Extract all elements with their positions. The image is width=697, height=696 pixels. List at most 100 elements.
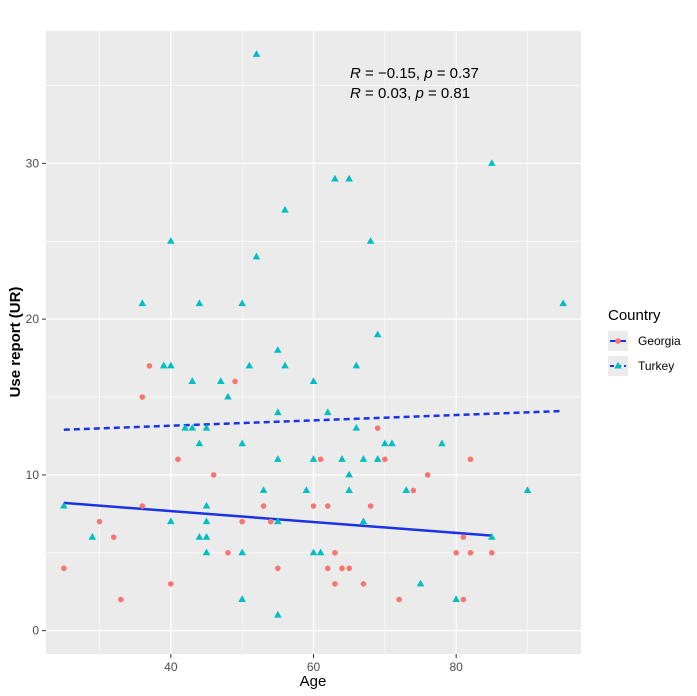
data-point-turkey (281, 361, 289, 369)
data-point-turkey (202, 501, 211, 509)
data-point-turkey (238, 548, 246, 556)
data-point-turkey (338, 455, 346, 462)
data-point-turkey (195, 299, 204, 307)
data-point-georgia (225, 549, 231, 556)
data-point-turkey (309, 455, 318, 462)
data-point-georgia (332, 549, 338, 556)
data-point-georgia (232, 378, 238, 385)
data-point-turkey (60, 501, 68, 509)
data-point-turkey (373, 330, 382, 338)
data-point-turkey (302, 486, 311, 493)
data-point-turkey (523, 486, 532, 493)
data-point-turkey (259, 486, 268, 493)
data-point-turkey (195, 532, 204, 540)
data-point-georgia (61, 565, 67, 572)
data-point-turkey (345, 174, 353, 182)
data-point-georgia (139, 394, 146, 400)
data-point-georgia (410, 487, 417, 494)
data-point-georgia (260, 503, 267, 509)
data-point-georgia (367, 503, 374, 509)
data-point-turkey (238, 299, 246, 307)
data-point-turkey (188, 423, 197, 431)
data-point-turkey (238, 439, 246, 447)
data-point-georgia (139, 503, 146, 509)
y-axis-title: Use report (UR) (7, 287, 24, 398)
data-point-turkey (138, 299, 147, 307)
data-point-georgia (239, 518, 245, 525)
data-point-georgia (360, 581, 367, 587)
data-point-turkey (281, 205, 289, 213)
y-tick-label: 0 (32, 624, 39, 638)
data-point-turkey (488, 532, 496, 540)
data-point-turkey (323, 408, 332, 416)
data-point-turkey (252, 252, 261, 260)
data-point-georgia (310, 503, 317, 509)
data-point-georgia (324, 565, 331, 572)
data-point-turkey (274, 408, 282, 416)
data-point-georgia (317, 456, 324, 463)
data-point-georgia (324, 503, 331, 509)
data-point-turkey (388, 439, 396, 447)
data-point-georgia (396, 596, 402, 603)
data-point-turkey (167, 237, 175, 244)
data-point-turkey (352, 423, 361, 431)
trend-line-turkey (63, 409, 564, 431)
data-point-georgia (332, 581, 338, 587)
data-point-turkey (345, 470, 353, 478)
x-axis-title: Age (300, 673, 327, 690)
data-point-georgia (275, 565, 281, 572)
y-tick-label: 30 (26, 156, 40, 170)
legend: Country Georgia Turkey (608, 307, 681, 376)
data-point-georgia (382, 456, 388, 463)
data-point-georgia (467, 456, 474, 463)
data-point-turkey (309, 377, 318, 384)
x-tick-label: 60 (307, 660, 321, 674)
data-point-turkey (195, 439, 204, 447)
legend-label-georgia: Georgia (638, 334, 681, 348)
x-tick-label: 40 (164, 660, 178, 674)
data-point-turkey (402, 486, 411, 493)
data-point-turkey (359, 455, 368, 462)
data-point-turkey (452, 595, 460, 603)
data-point-turkey (88, 532, 97, 540)
data-point-turkey (238, 595, 246, 603)
data-point-turkey (331, 174, 339, 182)
data-point-turkey (559, 299, 567, 307)
correlation-annotations: R = −0.15, p = 0.37 R = 0.03, p = 0.81 (350, 65, 479, 102)
data-point-turkey (188, 377, 197, 384)
data-point-turkey (252, 50, 261, 57)
y-tick-label: 20 (26, 312, 40, 326)
data-points (60, 50, 567, 618)
data-point-turkey (352, 361, 361, 369)
data-point-turkey (416, 579, 425, 587)
data-point-georgia (467, 549, 474, 556)
data-point-turkey (366, 237, 375, 244)
data-point-turkey (224, 392, 232, 400)
data-point-georgia (489, 549, 495, 556)
y-axis-ticks: 0 10 20 30 (26, 156, 46, 638)
data-point-georgia (168, 581, 174, 587)
data-point-georgia (460, 534, 467, 540)
data-point-turkey (359, 517, 368, 525)
data-point-turkey (159, 361, 168, 369)
data-point-turkey (274, 346, 282, 353)
data-point-turkey (316, 548, 325, 556)
x-tick-label: 80 (449, 660, 463, 674)
data-point-turkey (216, 377, 225, 384)
legend-key-marker-turkey (614, 361, 622, 369)
data-point-turkey (181, 423, 189, 431)
annotation-georgia: R = −0.15, p = 0.37 (350, 65, 479, 82)
data-point-turkey (274, 517, 282, 525)
data-point-turkey (167, 517, 175, 525)
data-point-turkey (202, 548, 211, 556)
data-point-georgia (346, 565, 352, 572)
data-point-georgia (374, 425, 381, 431)
data-point-georgia (453, 549, 459, 556)
data-point-turkey (202, 423, 211, 431)
data-point-turkey (274, 610, 282, 618)
data-point-turkey (373, 455, 382, 462)
legend-title: Country (608, 307, 661, 324)
data-point-turkey (274, 455, 282, 462)
annotation-turkey: R = 0.03, p = 0.81 (350, 85, 470, 102)
